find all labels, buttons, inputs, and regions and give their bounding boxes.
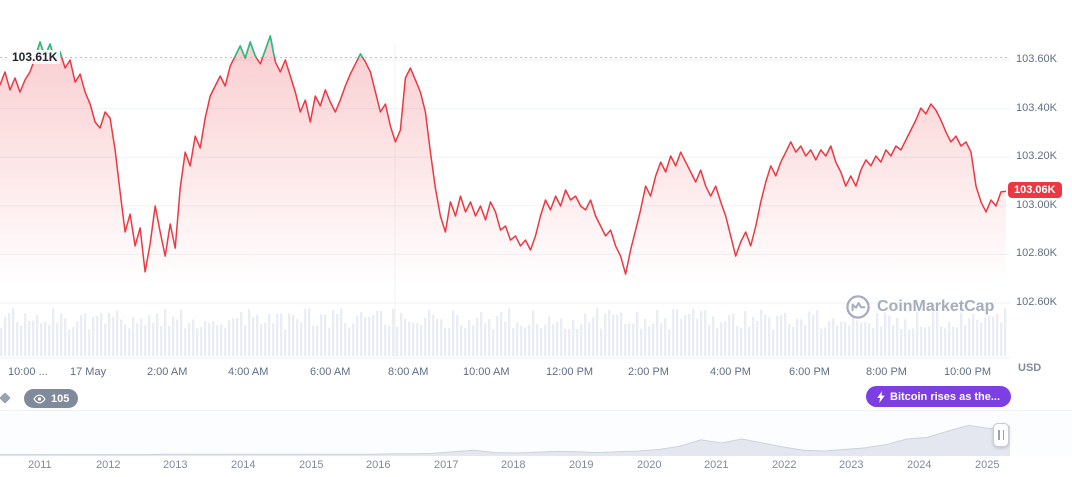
x-axis-label: 2:00 PM bbox=[628, 366, 669, 378]
year-label: 2024 bbox=[907, 459, 932, 471]
year-label: 2022 bbox=[772, 459, 797, 471]
y-axis-label: 102.60K bbox=[1016, 296, 1057, 308]
coinmarketcap-watermark: CoinMarketCap bbox=[845, 294, 994, 320]
news-annotation-badge[interactable]: Bitcoin rises as the... bbox=[866, 386, 1012, 407]
navigator-chart[interactable] bbox=[0, 412, 1072, 457]
x-axis-label: 4:00 AM bbox=[228, 366, 269, 378]
y-axis-label: 103.60K bbox=[1016, 53, 1057, 65]
watermark-text: CoinMarketCap bbox=[877, 298, 995, 315]
open-price-label: 103.61K bbox=[9, 50, 61, 64]
year-label: 2014 bbox=[231, 459, 256, 471]
lightning-bolt-icon bbox=[877, 390, 885, 403]
x-axis-label: 10:00 PM bbox=[944, 366, 992, 378]
year-label: 2011 bbox=[28, 459, 52, 471]
year-label: 2013 bbox=[163, 459, 188, 471]
x-axis-label: 4:00 PM bbox=[710, 366, 751, 378]
navigator-divider bbox=[0, 410, 1072, 411]
year-label: 2020 bbox=[637, 459, 662, 471]
x-axis-label: 12:00 PM bbox=[546, 366, 594, 378]
eye-icon bbox=[33, 394, 46, 403]
coinmarketcap-logo-icon bbox=[846, 295, 870, 319]
y-axis-label: 103.20K bbox=[1016, 150, 1057, 162]
currency-unit-label: USD bbox=[1018, 362, 1042, 374]
year-label: 2023 bbox=[839, 459, 864, 471]
year-label: 2019 bbox=[569, 459, 594, 471]
x-axis-label: 10:00 AM bbox=[463, 366, 510, 378]
x-axis-label: 6:00 AM bbox=[310, 366, 351, 378]
year-label: 2017 bbox=[434, 459, 459, 471]
y-axis-label: 103.40K bbox=[1016, 102, 1057, 114]
navigator-handle[interactable] bbox=[993, 423, 1009, 447]
price-chart-canvas[interactable] bbox=[0, 0, 1072, 360]
year-label: 2025 bbox=[975, 459, 1000, 471]
x-axis-label: 8:00 AM bbox=[388, 366, 429, 378]
views-count-label: 105 bbox=[51, 392, 70, 405]
x-axis-label: 17 May bbox=[70, 366, 107, 378]
x-axis-label: 10:00 ... bbox=[8, 366, 48, 378]
x-axis-label: 2:00 AM bbox=[147, 366, 188, 378]
marker-diamond-icon bbox=[0, 392, 11, 404]
year-label: 2018 bbox=[501, 459, 526, 471]
current-price-badge: 103.06K bbox=[1008, 182, 1062, 198]
year-label: 2015 bbox=[299, 459, 324, 471]
x-axis-label: 8:00 PM bbox=[866, 366, 907, 378]
y-axis-label: 103.00K bbox=[1016, 199, 1057, 211]
news-annotation-label: Bitcoin rises as the... bbox=[890, 390, 1001, 403]
year-label: 2016 bbox=[366, 459, 391, 471]
year-label: 2012 bbox=[96, 459, 121, 471]
year-label: 2021 bbox=[704, 459, 729, 471]
x-axis-label: 6:00 PM bbox=[789, 366, 830, 378]
views-count-badge[interactable]: 105 bbox=[24, 389, 79, 408]
y-axis-label: 102.80K bbox=[1016, 247, 1057, 259]
